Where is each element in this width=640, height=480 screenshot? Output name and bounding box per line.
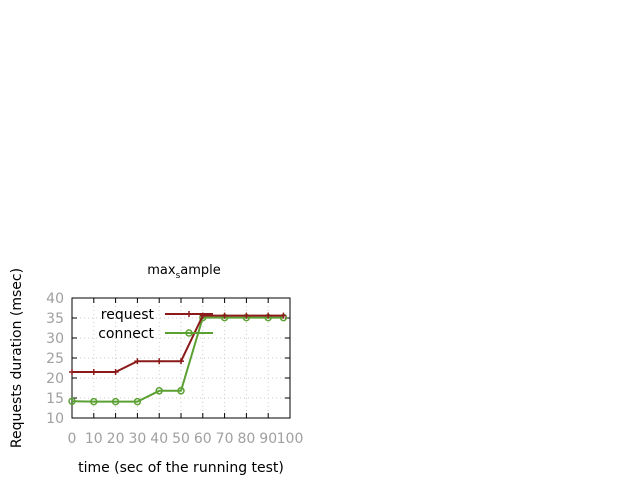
request-point bbox=[243, 312, 250, 319]
connect-point bbox=[68, 397, 76, 405]
x-tick-label: 100 bbox=[277, 431, 304, 447]
legend-marker bbox=[186, 311, 192, 317]
series bbox=[68, 312, 288, 406]
request-point bbox=[221, 312, 228, 319]
x-tick-label: 10 bbox=[85, 431, 103, 447]
y-tick-label: 30 bbox=[46, 331, 64, 347]
y-tick-label: 25 bbox=[46, 351, 64, 367]
connect-point bbox=[155, 387, 163, 395]
x-tick-label: 50 bbox=[172, 431, 190, 447]
request-point bbox=[134, 358, 141, 365]
x-tick-label: 80 bbox=[237, 431, 255, 447]
x-tick-label: 30 bbox=[128, 431, 146, 447]
request-point bbox=[90, 369, 97, 375]
x-tick-label: 70 bbox=[216, 431, 234, 447]
request-point bbox=[178, 358, 184, 365]
request-point bbox=[265, 312, 272, 319]
chart-title-rest: ample bbox=[180, 263, 221, 278]
x-axis-title: time (sec of the running test) bbox=[78, 460, 284, 476]
legend-label: request bbox=[101, 307, 155, 323]
x-tick-label: 60 bbox=[194, 431, 212, 447]
chart-title-subscript: s bbox=[176, 271, 181, 281]
y-tick-label: 10 bbox=[46, 411, 64, 427]
connect-line bbox=[71, 316, 284, 403]
x-tick-label: 0 bbox=[68, 431, 77, 447]
request-line bbox=[72, 314, 284, 373]
x-tick-label: 20 bbox=[107, 431, 125, 447]
chart-title-main: max bbox=[147, 263, 176, 278]
series-request bbox=[69, 312, 287, 375]
series-connect bbox=[68, 313, 288, 406]
legend-marker bbox=[185, 329, 193, 337]
request-point bbox=[69, 369, 75, 375]
legend-label: connect bbox=[98, 326, 154, 342]
connect-point bbox=[177, 387, 185, 395]
x-tick-label: 40 bbox=[150, 431, 168, 447]
chart-title: maxsample bbox=[147, 263, 221, 281]
y-tick-label: 15 bbox=[46, 391, 64, 407]
legend: request connect bbox=[98, 307, 213, 342]
y-tick-label: 35 bbox=[46, 311, 64, 327]
y-axis-title: Requests duration (msec) bbox=[9, 268, 25, 448]
axis-ticks bbox=[71, 297, 291, 419]
connect-point bbox=[90, 397, 98, 406]
y-tick-label: 40 bbox=[46, 291, 64, 307]
request-point bbox=[280, 312, 287, 319]
x-tick-label: 90 bbox=[259, 431, 277, 447]
connect-point bbox=[133, 397, 142, 406]
request-point bbox=[156, 358, 163, 365]
legend-entry-request: request bbox=[101, 307, 213, 323]
y-tick-label: 20 bbox=[46, 371, 64, 387]
legend-entry-connect: connect bbox=[98, 326, 213, 342]
connect-point bbox=[111, 397, 120, 406]
request-point bbox=[112, 369, 119, 375]
